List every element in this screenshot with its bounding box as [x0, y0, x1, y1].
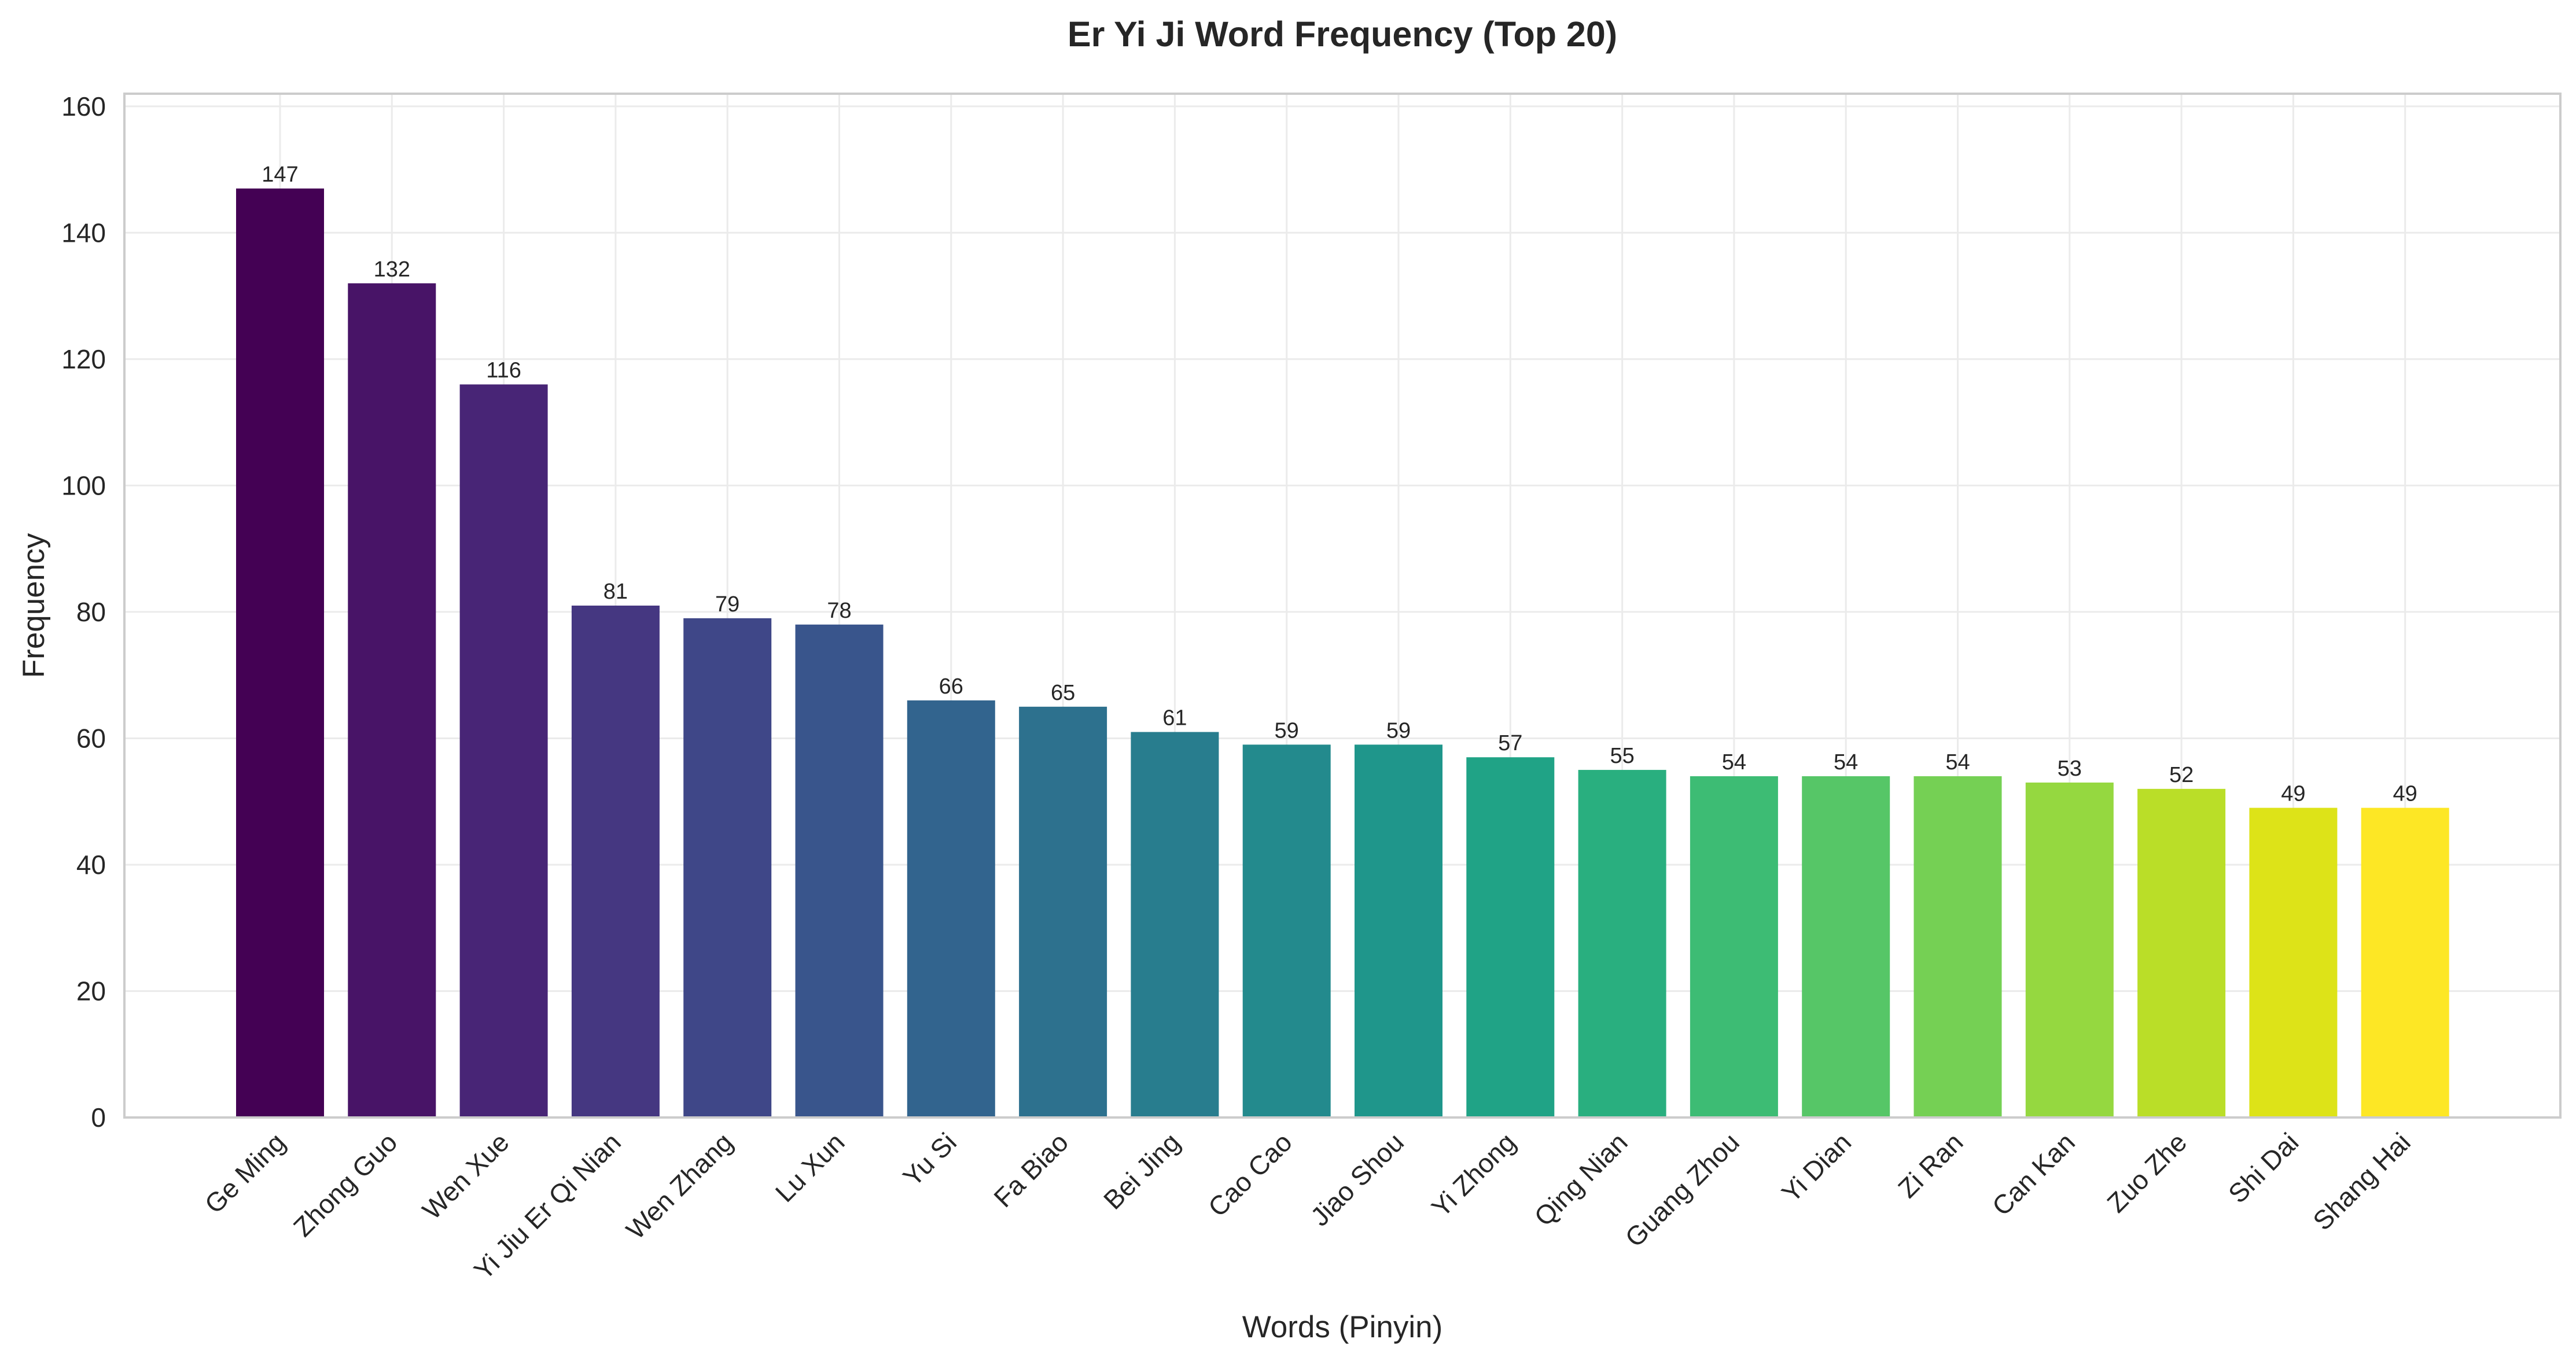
bar-value-label: 54 [1722, 750, 1746, 774]
bar-value-label: 54 [1945, 750, 1970, 774]
x-tick-label: Shi Dai [2222, 1127, 2305, 1209]
x-tick-label: Cao Cao [1202, 1127, 1298, 1222]
bar-value-label: 79 [715, 592, 739, 617]
bar [571, 606, 660, 1117]
chart-title: Er Yi Ji Word Frequency (Top 20) [1068, 14, 1617, 54]
bar [2025, 782, 2114, 1117]
bar-value-label: 78 [827, 599, 851, 623]
bar-value-label: 55 [1610, 744, 1634, 768]
bar-value-label: 61 [1162, 706, 1187, 731]
bar [1802, 776, 1890, 1117]
bar [348, 283, 436, 1117]
bar-value-label: 53 [2058, 757, 2082, 781]
x-tick-label: Bei Jing [1098, 1127, 1186, 1215]
y-tick-label: 40 [76, 850, 106, 880]
y-tick-label: 80 [76, 597, 106, 627]
value-labels: 147 132 116 81 79 78 66 65 61 59 59 57 55 54 54 54 53 52 4… [262, 163, 2417, 806]
bar-value-label: 49 [2281, 782, 2305, 806]
bar [2249, 807, 2338, 1117]
bar [1578, 770, 1666, 1117]
y-tick-label: 20 [76, 976, 106, 1006]
bar-value-label: 52 [2169, 763, 2194, 787]
x-tick-label: Jiao Shou [1305, 1127, 1410, 1231]
bar [1466, 757, 1555, 1117]
plot-frame [123, 93, 2562, 1119]
x-tick-label: Fa Biao [988, 1127, 1074, 1213]
x-tick-label: Yu Si [897, 1127, 962, 1192]
y-axis-label: Frequency [17, 533, 51, 678]
x-tick-label: Zhong Guo [288, 1127, 403, 1242]
bar [1242, 744, 1331, 1117]
bar [907, 700, 995, 1117]
x-tick-label: Zuo Zhe [2101, 1127, 2192, 1218]
y-tick-label: 100 [61, 470, 106, 500]
bar [2137, 788, 2226, 1117]
x-tick-label: Guang Zhou [1619, 1127, 1745, 1253]
bar [459, 384, 548, 1118]
bar [1019, 706, 1107, 1117]
bar-value-label: 57 [1498, 731, 1522, 755]
x-tick-label: Shang Hai [2307, 1127, 2416, 1236]
bar-value-label: 59 [1386, 718, 1411, 743]
x-tick-label: Qing Nian [1528, 1127, 1633, 1231]
bar [1913, 776, 2002, 1117]
x-tick-label: Yi Zhong [1426, 1127, 1522, 1223]
bar-value-label: 116 [486, 359, 521, 383]
bar [1690, 776, 1778, 1117]
bar-value-label: 49 [2393, 782, 2417, 806]
y-tick-label: 160 [61, 91, 106, 121]
x-tick-label: Can Kan [1986, 1127, 2081, 1221]
bar-value-label: 132 [374, 257, 410, 282]
x-tick-label: Ge Ming [198, 1127, 291, 1219]
bar [236, 188, 324, 1117]
bar-value-label: 147 [262, 163, 298, 187]
x-tick-label: Yi Dian [1776, 1127, 1857, 1208]
bars [236, 188, 2449, 1118]
y-tick-label: 120 [61, 344, 106, 374]
bar [795, 624, 884, 1117]
bar-value-label: 81 [603, 580, 628, 604]
bar [2361, 807, 2449, 1117]
x-tick-label: Lu Xun [770, 1127, 851, 1208]
bar [1131, 732, 1219, 1117]
y-tick-label: 0 [91, 1102, 106, 1133]
bar [683, 618, 772, 1117]
bar-value-label: 59 [1275, 718, 1299, 743]
x-axis-label: Words (Pinyin) [1242, 1310, 1443, 1344]
bar-value-label: 66 [939, 674, 963, 699]
x-tick-label: Wen Xue [417, 1127, 515, 1225]
y-tick-label: 60 [76, 723, 106, 753]
y-tick-labels: 0 20 40 60 80 100 120 140 160 [61, 91, 106, 1133]
bar-value-label: 65 [1051, 681, 1075, 705]
x-tick-label: Zi Ran [1892, 1127, 1969, 1204]
y-tick-label: 140 [61, 217, 106, 248]
bar [1355, 744, 1442, 1117]
x-tick-label: Wen Zhang [620, 1127, 738, 1245]
bar-value-label: 54 [1834, 750, 1858, 774]
